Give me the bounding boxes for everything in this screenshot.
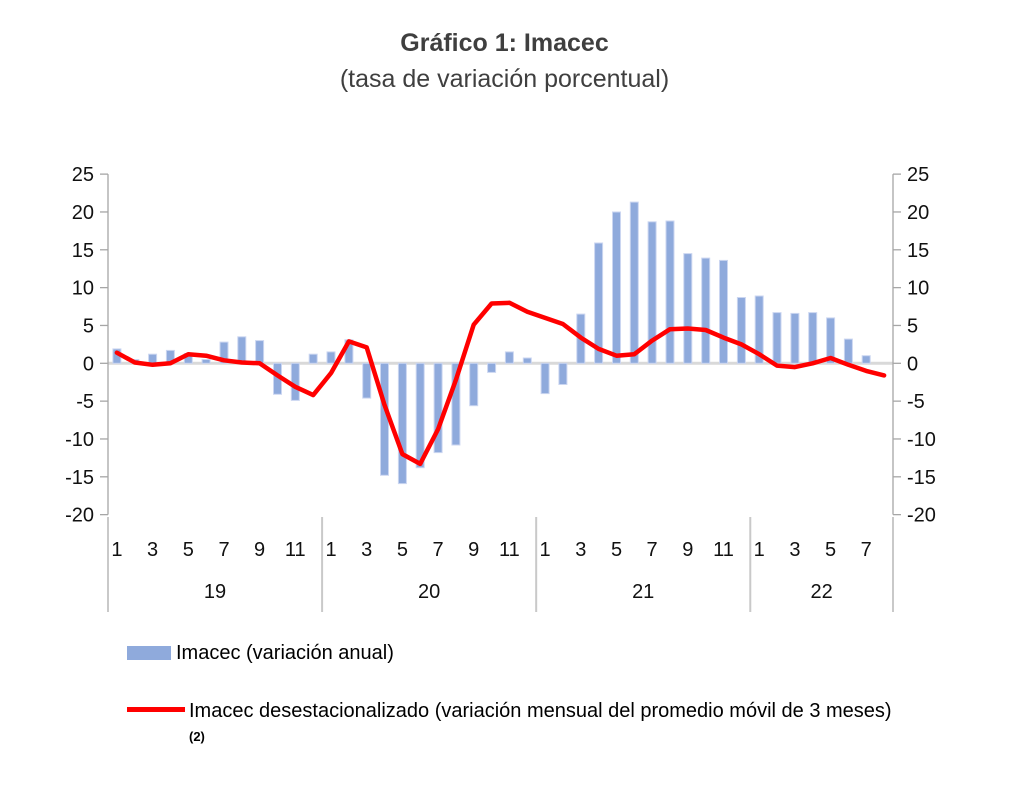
bar <box>629 201 639 364</box>
line-series-swatch <box>127 707 185 712</box>
x-year-label: 22 <box>810 581 832 603</box>
x-month-label: 11 <box>285 539 306 561</box>
bar <box>504 351 514 364</box>
x-month-label: 7 <box>861 539 872 561</box>
bar <box>451 362 461 446</box>
bar <box>594 242 604 364</box>
bar <box>540 362 550 395</box>
y-tick-label-left: 5 <box>83 315 94 337</box>
x-month-label: 3 <box>575 539 586 561</box>
x-month-label: 11 <box>499 539 520 561</box>
y-tick-label-right: 20 <box>907 202 929 224</box>
x-month-label: 5 <box>825 539 836 561</box>
bar <box>772 312 782 364</box>
x-year-label: 19 <box>204 581 226 603</box>
y-tick-label-right: 10 <box>907 278 929 300</box>
bar-series-label: Imacec (variación anual) <box>176 642 394 664</box>
y-tick-label-right: -10 <box>907 429 936 451</box>
bar <box>843 338 853 364</box>
x-month-label: 9 <box>682 539 693 561</box>
bar <box>148 353 158 364</box>
y-tick-label-left: 25 <box>72 164 94 186</box>
y-tick-label-left: 0 <box>83 353 94 375</box>
x-month-label: 1 <box>111 539 122 561</box>
x-month-label: 3 <box>361 539 372 561</box>
x-month-label: 1 <box>325 539 336 561</box>
x-year-label: 20 <box>418 581 440 603</box>
y-tick-label-left: -15 <box>65 467 94 489</box>
y-tick-label-right: 0 <box>907 353 918 375</box>
bar <box>808 312 818 364</box>
bar <box>522 357 532 364</box>
bar <box>308 353 318 364</box>
bar <box>665 220 675 364</box>
x-month-label: 3 <box>147 539 158 561</box>
x-month-label: 5 <box>183 539 194 561</box>
y-tick-label-left: 15 <box>72 240 94 262</box>
x-month-label: 7 <box>218 539 229 561</box>
bar <box>558 362 568 386</box>
y-tick-label-left: -20 <box>65 505 94 527</box>
legend-item-line: Imacec desestacionalizado (variación men… <box>127 698 901 756</box>
bar <box>326 351 336 364</box>
bar <box>415 362 425 469</box>
x-month-label: 11 <box>713 539 734 561</box>
bar <box>719 259 728 364</box>
y-tick-label-right: 5 <box>907 315 918 337</box>
x-month-label: 3 <box>789 539 800 561</box>
y-tick-label-right: 15 <box>907 240 929 262</box>
y-tick-label-right: -20 <box>907 505 936 527</box>
x-month-label: 1 <box>540 539 551 561</box>
bar <box>290 362 300 401</box>
line-series <box>114 300 887 467</box>
y-tick-label-right: -5 <box>907 391 925 413</box>
x-month-label: 5 <box>611 539 622 561</box>
bar-series <box>112 201 871 485</box>
chart-subtitle: (tasa de variación porcentual) <box>339 65 670 93</box>
bar-series-swatch <box>127 646 171 660</box>
x-month-label: 1 <box>754 539 765 561</box>
bar <box>736 297 746 364</box>
chart-title: Gráfico 1: Imacec <box>400 29 609 57</box>
bar <box>487 362 497 373</box>
bar <box>255 340 265 364</box>
y-tick-label-left: 10 <box>72 278 94 300</box>
x-month-label: 7 <box>647 539 658 561</box>
y-tick-label-left: -5 <box>76 391 94 413</box>
bar <box>612 211 621 364</box>
bar <box>469 362 479 407</box>
y-tick-label-right: -15 <box>907 467 936 489</box>
year-separators <box>107 517 894 612</box>
y-tick-label-left: -10 <box>65 429 94 451</box>
bar <box>701 257 711 364</box>
x-month-label: 9 <box>468 539 479 561</box>
bar <box>754 295 764 364</box>
bar <box>790 312 800 364</box>
x-month-label: 5 <box>397 539 408 561</box>
line-series-label: Imacec desestacionalizado (variación men… <box>189 700 892 744</box>
bar <box>397 362 407 485</box>
bar <box>433 362 443 454</box>
axes <box>100 173 901 516</box>
x-month-label: 7 <box>433 539 444 561</box>
y-tick-label-left: 20 <box>72 202 94 224</box>
bar <box>861 355 871 364</box>
x-year-label: 21 <box>632 581 654 603</box>
bar <box>826 317 836 364</box>
bar <box>647 221 657 364</box>
x-month-label: 9 <box>254 539 265 561</box>
bar <box>362 362 372 399</box>
bar <box>380 362 389 476</box>
bar <box>201 359 211 364</box>
legend-item-bars: Imacec (variación anual) <box>127 640 394 666</box>
footnote-marker: (2) <box>189 729 205 744</box>
y-tick-label-right: 25 <box>907 164 929 186</box>
bar <box>683 253 693 364</box>
bar <box>237 336 247 364</box>
bar <box>219 341 229 364</box>
